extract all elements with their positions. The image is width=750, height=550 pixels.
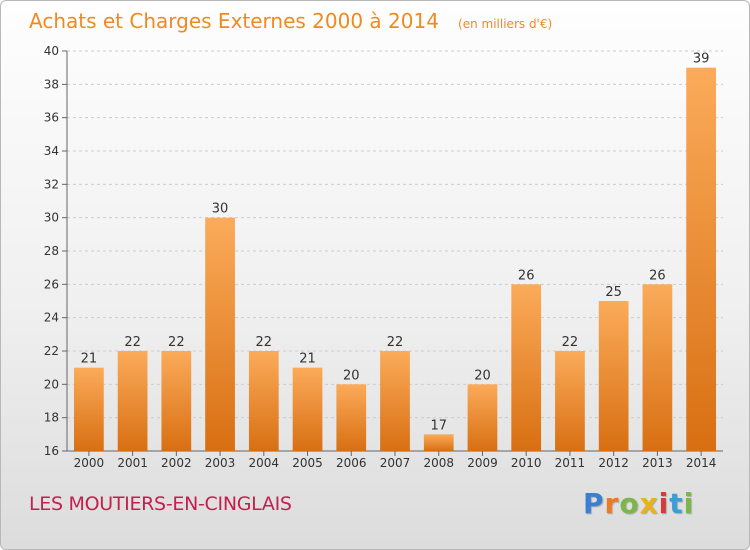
x-tick-label: 2012 — [598, 456, 629, 470]
y-tick-label: 26 — [44, 277, 59, 291]
y-tick-label: 34 — [44, 144, 59, 158]
data-label-2013: 26 — [649, 268, 666, 283]
data-label-2004: 22 — [256, 335, 273, 350]
y-tick-label: 40 — [44, 44, 59, 58]
x-tick-label: 2009 — [467, 456, 498, 470]
x-tick-label: 2003 — [205, 456, 236, 470]
data-label-2011: 22 — [562, 335, 579, 350]
bar-2011 — [555, 351, 585, 451]
location-name: LES MOUTIERS-EN-CINGLAIS — [29, 493, 292, 515]
x-tick-label: 2008 — [423, 456, 454, 470]
bar-2012 — [598, 301, 629, 451]
data-label-2002: 22 — [168, 335, 185, 350]
data-label-2001: 22 — [124, 335, 141, 350]
x-tick-label: 2010 — [511, 456, 542, 470]
y-tick-label: 30 — [44, 211, 59, 225]
data-label-2008: 17 — [430, 418, 447, 433]
y-tick-label: 36 — [44, 111, 59, 125]
x-tick-label: 2004 — [249, 456, 280, 470]
y-tick-label: 28 — [44, 244, 59, 258]
data-label-2006: 20 — [343, 368, 360, 383]
data-label-2009: 20 — [474, 368, 491, 383]
y-tick-label: 18 — [44, 411, 59, 425]
data-label-2010: 26 — [518, 268, 535, 283]
x-tick-label: 2011 — [555, 456, 586, 470]
data-label-2005: 21 — [299, 352, 316, 367]
bar-2002 — [161, 351, 192, 451]
y-tick-label: 24 — [44, 311, 59, 325]
x-tick-label: 2002 — [161, 456, 192, 470]
x-tick-label: 2001 — [117, 456, 148, 470]
x-tick-label: 2005 — [292, 456, 323, 470]
y-tick-label: 32 — [44, 177, 59, 191]
bar-2010 — [511, 284, 542, 451]
bars — [73, 67, 717, 452]
x-tick-label: 2000 — [74, 456, 105, 470]
y-tick-label: 38 — [44, 77, 59, 91]
chart-title-unit: (en milliers d'€) — [458, 17, 552, 31]
bar-2008 — [423, 434, 454, 451]
data-labels: 21 22 22 30 22 21 20 22 17 20 26 22 25 26 39 — [81, 52, 710, 434]
bar-2013 — [642, 284, 673, 451]
data-label-2014: 39 — [693, 52, 710, 67]
data-label-2012: 25 — [605, 285, 622, 300]
proxiti-logo: Proxiti — [583, 487, 695, 520]
bar-2004 — [248, 351, 279, 451]
data-label-2003: 30 — [212, 202, 229, 217]
bar-2014 — [686, 67, 717, 452]
bar-2003 — [205, 217, 235, 451]
y-tick-label: 20 — [44, 377, 59, 391]
chart-title-main: Achats et Charges Externes 2000 à 2014 — [29, 9, 439, 33]
bar-2001 — [117, 351, 148, 451]
bar-2000 — [73, 367, 104, 451]
bar-2009 — [467, 384, 498, 451]
x-tick-label: 2014 — [686, 456, 717, 470]
chart-title: Achats et Charges Externes 2000 à 2014 (… — [29, 9, 552, 33]
bar-2006 — [336, 384, 367, 451]
x-tick-label: 2006 — [336, 456, 367, 470]
x-tick-label: 2013 — [642, 456, 673, 470]
y-tick-label: 16 — [44, 444, 59, 458]
y-tick-label: 22 — [44, 344, 59, 358]
data-label-2007: 22 — [387, 335, 404, 350]
data-label-2000: 21 — [81, 352, 98, 367]
x-tick-label: 2007 — [380, 456, 411, 470]
bar-2005 — [292, 367, 323, 451]
bar-2007 — [380, 351, 410, 451]
